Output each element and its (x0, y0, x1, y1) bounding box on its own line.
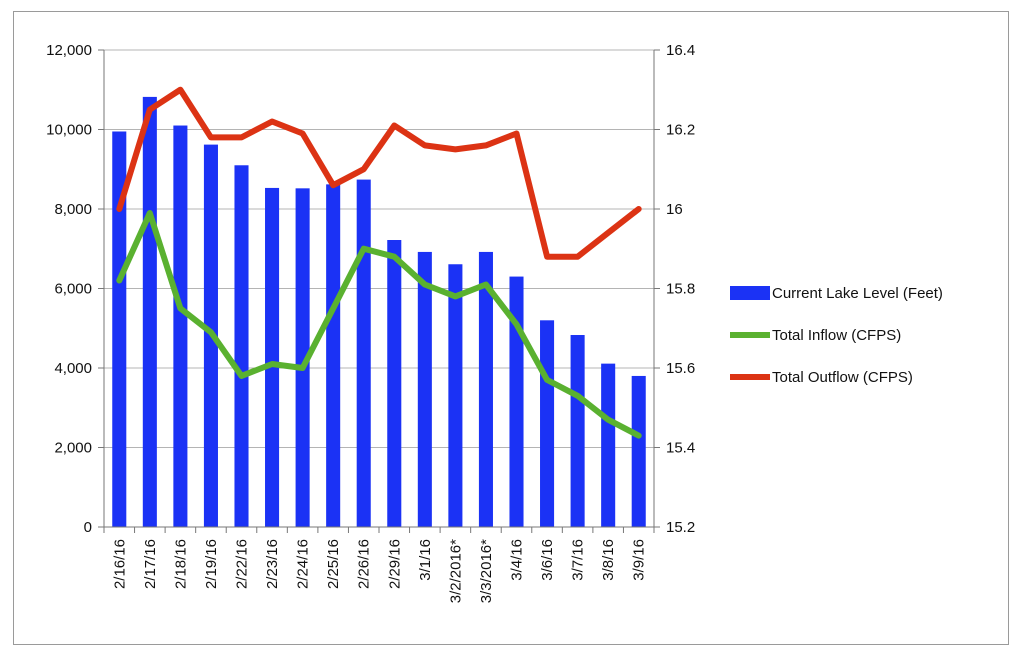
legend: Current Lake Level (Feet) Total Inflow (C… (730, 285, 943, 386)
left-y-tick-label: 6,000 (54, 281, 92, 298)
x-tick-label: 3/1/16 (417, 539, 434, 581)
x-tick-labels: 2/16/16 2/17/16 2/18/16 2/19/16 2/22/16 2/23/… (111, 539, 647, 603)
x-tick-label: 2/22/16 (234, 539, 251, 589)
bar-3/4/16 (509, 276, 524, 527)
bar-2/24/16 (295, 188, 310, 527)
right-y-tick-label: 16.2 (666, 122, 695, 139)
bar-series-lake-level (112, 96, 646, 528)
bar-2/16/16 (112, 131, 127, 528)
left-y-tick-label: 4,000 (54, 360, 92, 377)
right-y-tick-label: 15.4 (666, 440, 695, 457)
right-y-tick-label: 16 (666, 201, 683, 218)
x-tick-label: 2/25/16 (325, 539, 342, 589)
axes (98, 49, 660, 533)
x-tick-label: 2/16/16 (111, 539, 128, 589)
bar-2/23/16 (265, 187, 280, 527)
x-tick-label: 2/23/16 (264, 539, 281, 589)
bar-2/26/16 (356, 179, 371, 527)
legend-swatch (730, 286, 770, 300)
x-tick-label: 3/2/2016* (447, 539, 464, 603)
bar-3/1/16 (417, 251, 432, 527)
x-tick-label: 2/18/16 (172, 539, 189, 589)
right-y-tick-label: 15.8 (666, 281, 695, 298)
x-tick-label: 2/19/16 (203, 539, 220, 589)
left-y-tick-label: 2,000 (54, 440, 92, 457)
left-y-tick-label: 0 (84, 519, 92, 536)
line-total-outflow-cfps- (116, 86, 642, 260)
left-y-tick-label: 10,000 (46, 122, 92, 139)
x-tick-label: 3/4/16 (509, 539, 526, 581)
x-tick-label: 2/26/16 (356, 539, 373, 589)
right-y-tick-labels: 15.2 15.4 15.6 15.8 16 16.2 16.4 (666, 42, 695, 536)
right-y-tick-label: 15.2 (666, 519, 695, 536)
bar-2/25/16 (326, 184, 341, 528)
x-tick-label: 3/9/16 (631, 539, 648, 581)
bar-2/18/16 (173, 125, 188, 528)
bar-3/7/16 (570, 335, 585, 527)
bar-3/3/2016* (478, 251, 493, 527)
x-tick-label: 3/3/2016* (478, 539, 495, 603)
bar-3/9/16 (631, 375, 646, 527)
x-tick-label: 3/6/16 (539, 539, 556, 581)
bar-3/2/2016* (448, 264, 463, 527)
left-y-tick-labels: 0 2,000 4,000 6,000 8,000 10,000 12,000 (46, 42, 92, 536)
line-total-inflow-cfps- (116, 210, 642, 439)
x-tick-label: 2/24/16 (295, 539, 312, 589)
x-tick-label: 2/17/16 (142, 539, 159, 589)
legend-label: Total Inflow (CFPS) (772, 327, 901, 344)
bar-2/17/16 (142, 96, 157, 527)
left-y-tick-label: 12,000 (46, 42, 92, 59)
line-series (116, 86, 642, 439)
right-y-tick-label: 15.6 (666, 360, 695, 377)
left-y-tick-label: 8,000 (54, 201, 92, 218)
x-tick-label: 3/8/16 (600, 539, 617, 581)
bar-3/6/16 (540, 320, 555, 527)
legend-label: Total Outflow (CFPS) (772, 369, 913, 386)
bar-3/8/16 (601, 363, 616, 527)
legend-label: Current Lake Level (Feet) (772, 285, 943, 302)
right-y-tick-label: 16.4 (666, 42, 695, 59)
bar-2/29/16 (387, 240, 402, 527)
bar-2/22/16 (234, 165, 249, 527)
x-tick-label: 2/29/16 (386, 539, 403, 589)
x-tick-label: 3/7/16 (570, 539, 587, 581)
